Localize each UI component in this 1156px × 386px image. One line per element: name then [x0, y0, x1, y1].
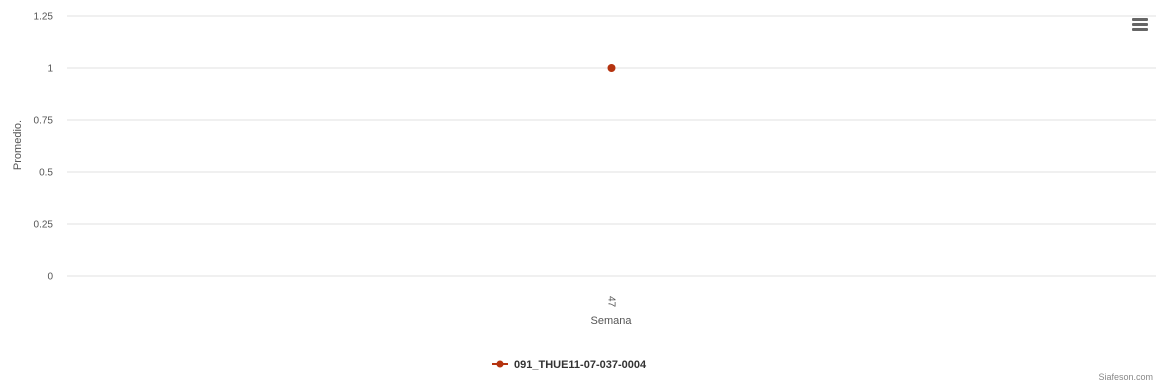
credits-link[interactable]: Siafeson.com	[1098, 372, 1153, 382]
y-tick-label: 0.75	[34, 116, 54, 127]
x-axis-tick-labels: 47	[606, 296, 617, 308]
hamburger-menu-icon	[1132, 18, 1148, 21]
hamburger-menu-icon-bar	[1132, 28, 1148, 31]
y-grid-lines	[67, 15, 1156, 277]
y-tick-label: 0	[47, 272, 53, 283]
legend-series-label: 091_THUE11-07-037-0004	[514, 359, 647, 371]
y-tick-label: 1.25	[34, 12, 54, 23]
x-axis-title: Semana	[591, 315, 633, 327]
y-tick-label: 0.25	[34, 220, 54, 231]
data-point[interactable]	[607, 64, 616, 72]
y-tick-label: 1	[47, 64, 53, 75]
x-tick-label: 47	[606, 296, 617, 308]
series-layer	[607, 64, 616, 72]
legend-series-marker	[496, 360, 504, 368]
y-axis-title: Promedio.	[12, 120, 24, 170]
legend[interactable]: 091_THUE11-07-037-0004	[492, 359, 647, 371]
y-tick-label: 0.5	[39, 168, 53, 179]
y-axis-tick-labels: 0 0.25 0.5 0.75 1 1.25	[34, 12, 54, 283]
chart-menu-button[interactable]	[1130, 16, 1150, 34]
hamburger-menu-icon-bar	[1132, 23, 1148, 26]
